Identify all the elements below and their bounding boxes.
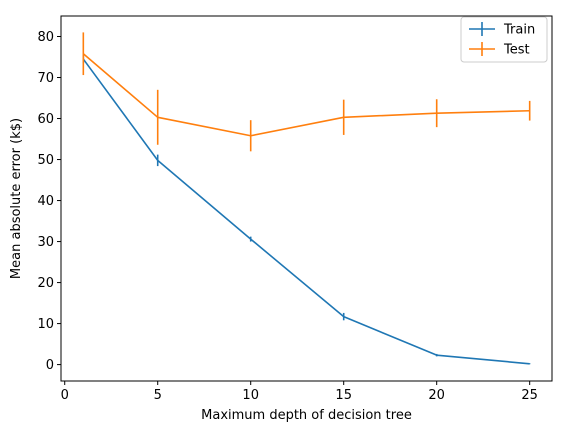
series-line-test: [82, 53, 530, 137]
x-axis-label: Maximum depth of decision tree: [201, 408, 412, 423]
y-tick-label: 70: [37, 71, 54, 86]
series-line-train: [82, 58, 530, 365]
x-axis: 0 5 10 15 20 25: [61, 381, 538, 403]
y-tick-label: 50: [37, 153, 54, 168]
x-tick-label: 5: [154, 388, 162, 403]
x-tick-label: 15: [335, 388, 352, 403]
legend-label-test: Test: [503, 43, 530, 58]
y-tick-label: 30: [37, 235, 54, 250]
legend: Train Test: [460, 16, 548, 63]
x-tick-label: 25: [521, 388, 538, 403]
legend-item-test: Test: [469, 42, 530, 58]
y-tick-label: 60: [37, 112, 54, 127]
legend-label-train: Train: [503, 23, 535, 38]
y-axis: 0 10 20 30 40 50 60 70 80: [37, 30, 61, 373]
x-tick-label: 10: [242, 388, 259, 403]
x-tick-label: 20: [428, 388, 445, 403]
x-tick-label: 0: [61, 388, 69, 403]
y-tick-label: 80: [37, 30, 54, 45]
y-tick-label: 40: [37, 194, 54, 209]
series-test: [82, 32, 531, 152]
y-tick-label: 0: [46, 358, 54, 373]
legend-item-train: Train: [469, 22, 535, 38]
y-tick-label: 10: [37, 317, 54, 332]
y-axis-label: Mean absolute error (k$): [9, 118, 24, 279]
series-train: [82, 54, 531, 365]
plot-area: [82, 32, 531, 365]
y-tick-label: 20: [37, 276, 54, 291]
plot-frame: [60, 15, 553, 382]
